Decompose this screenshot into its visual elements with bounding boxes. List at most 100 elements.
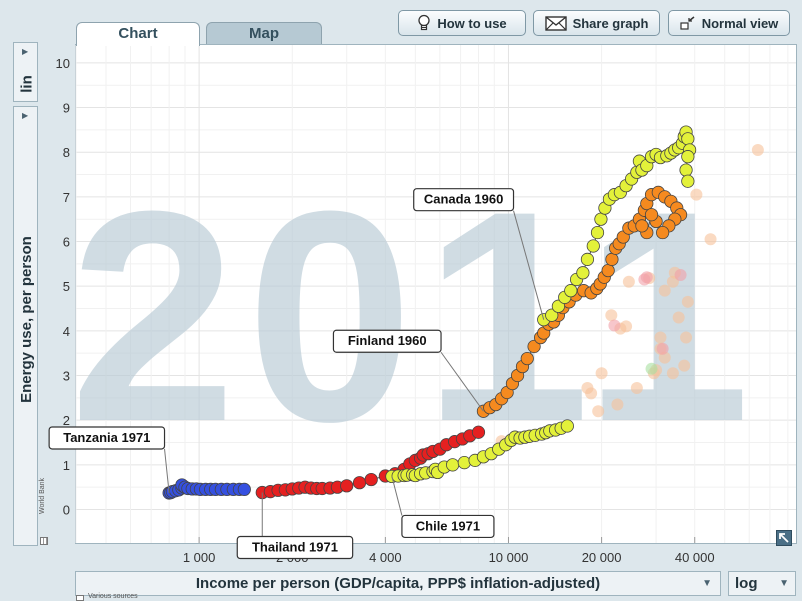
data-point: [605, 252, 619, 266]
data-point-faded: [645, 362, 658, 375]
year-watermark: 2011: [70, 148, 761, 484]
data-point-faded: [666, 367, 679, 380]
data-point: [644, 208, 659, 222]
series-labels: Tanzania 1971 Thailand 1971 Chile 1971 Finl…: [48, 188, 545, 560]
y-tick-label: 9: [63, 101, 70, 116]
y-tick-label: 0: [63, 503, 70, 518]
data-point: [635, 219, 649, 233]
x-axis-selector[interactable]: Income per person (GDP/capita, PPP$ infl…: [75, 571, 721, 596]
normal-view-button[interactable]: Normal view: [668, 10, 790, 36]
lightbulb-icon: [418, 14, 430, 31]
tab-map[interactable]: Map: [206, 22, 322, 45]
data-point-faded: [656, 342, 669, 355]
envelope-icon: [544, 15, 567, 31]
data-point-faded: [681, 295, 694, 308]
y-tick-label: 2: [63, 413, 70, 428]
data-point: [471, 425, 486, 439]
share-graph-label: Share graph: [572, 15, 649, 31]
data-point-faded: [672, 311, 685, 324]
data-point: [352, 476, 367, 490]
chevron-down-icon: ▼: [779, 578, 789, 589]
y-axis-selector[interactable]: ▶ Energy use, per person: [13, 106, 38, 546]
y-tick-label: 8: [63, 145, 70, 160]
y-tick-label: 1: [63, 458, 70, 473]
y-axis-ticks: 0 1 2 3 4 5 6 7 8 9 10: [56, 56, 70, 518]
table-icon[interactable]: [40, 537, 48, 545]
data-point: [364, 472, 378, 487]
y-scale-selector[interactable]: ▶ lin: [13, 42, 38, 102]
data-point-faded: [690, 188, 703, 201]
label-leader-line: [391, 476, 403, 516]
data-point-faded: [704, 233, 717, 246]
x-tick-label: 10 000: [489, 550, 529, 565]
series-label: Chile 1971: [416, 518, 480, 533]
data-point-faded: [658, 284, 671, 297]
triangle-right-icon: ▶: [22, 47, 29, 56]
data-point: [446, 458, 460, 472]
data-point: [520, 351, 534, 366]
label-leader-line: [440, 351, 484, 412]
data-point-faded: [581, 382, 594, 395]
table-icon[interactable]: [76, 595, 84, 601]
tab-chart[interactable]: Chart: [76, 22, 200, 46]
data-point: [594, 212, 608, 226]
data-point: [681, 132, 695, 146]
y-tick-label: 4: [63, 324, 70, 339]
y-tick-label: 7: [63, 190, 70, 205]
data-point-faded: [592, 405, 605, 418]
expand-icon[interactable]: [776, 530, 792, 546]
label-box: [48, 426, 166, 450]
data-point: [527, 339, 541, 354]
label-box: [413, 188, 515, 212]
data-point: [551, 299, 565, 313]
label-box: [401, 514, 495, 539]
label-box: [236, 535, 354, 560]
data-point: [656, 225, 670, 240]
label-box: [332, 329, 442, 353]
data-point: [237, 482, 251, 497]
normal-view-label: Normal view: [701, 15, 779, 31]
series-label: Finland 1960: [348, 333, 427, 348]
y-tick-label: 5: [63, 279, 70, 294]
how-to-use-button[interactable]: How to use: [398, 10, 526, 36]
data-point: [340, 479, 354, 493]
x-tick-label: 40 000: [675, 550, 715, 565]
data-point: [586, 239, 600, 253]
x-axis-label: Income per person (GDP/capita, PPP$ infl…: [195, 575, 601, 592]
series-label: Canada 1960: [424, 192, 504, 207]
data-point-faded: [678, 359, 691, 372]
data-point-faded: [680, 331, 693, 344]
data-point-faded: [640, 271, 653, 284]
data-point: [681, 150, 695, 164]
sources-note: Various sources: [88, 593, 138, 600]
plot-area[interactable]: [75, 44, 797, 544]
data-point-faded: [608, 319, 621, 332]
y-tick-label: 3: [63, 369, 70, 384]
series-label: Thailand 1971: [252, 540, 338, 555]
data-point: [580, 252, 595, 266]
data-point-faded: [654, 331, 667, 344]
x-tick-label: 1 000: [183, 550, 216, 565]
data-point: [601, 263, 615, 278]
how-to-use-label: How to use: [437, 15, 507, 31]
x-tick-label: 20 000: [582, 550, 622, 565]
x-scale-value: log: [735, 575, 758, 592]
data-point-faded: [595, 367, 608, 380]
data-point: [457, 456, 471, 470]
share-graph-button[interactable]: Share graph: [533, 10, 660, 36]
triangle-right-icon: ▶: [22, 111, 29, 120]
data-point: [590, 225, 605, 240]
data-point: [679, 163, 693, 177]
label-leader-line: [164, 448, 170, 494]
data-point-faded: [751, 143, 764, 156]
shrink-icon: [680, 16, 695, 30]
data-points: [162, 125, 764, 500]
y-tick-label: 6: [63, 235, 70, 250]
data-point-faded: [605, 309, 618, 322]
data-point-faded: [622, 275, 635, 288]
x-scale-selector[interactable]: log ▼: [728, 571, 796, 596]
x-tick-label: 4 000: [369, 550, 402, 565]
data-point-faded: [674, 269, 687, 282]
series-label: Tanzania 1971: [63, 430, 150, 445]
